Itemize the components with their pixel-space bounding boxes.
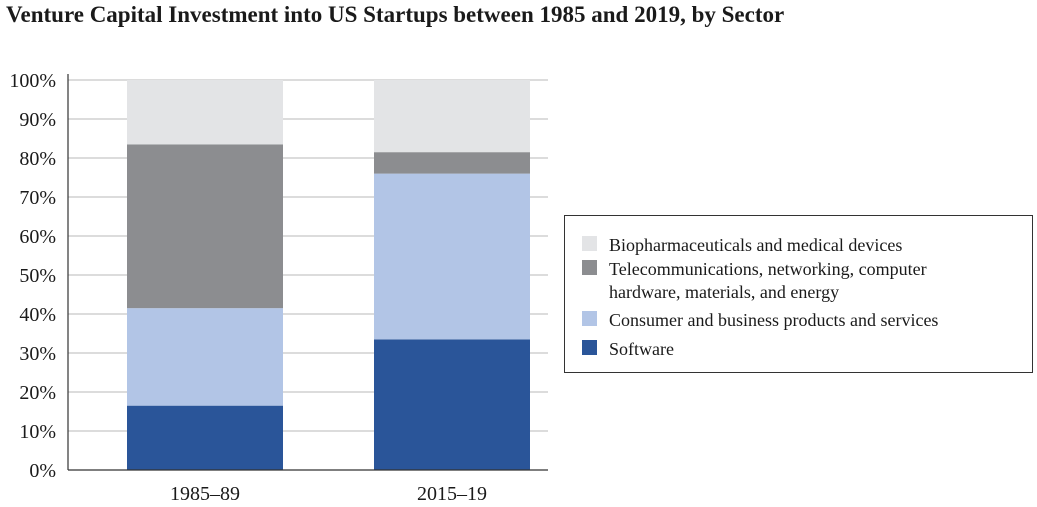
bar-segment (374, 152, 530, 174)
bar-segment (127, 308, 283, 406)
legend-label: Consumer and business products and servi… (609, 310, 938, 330)
axes (67, 74, 548, 471)
bar-segment (127, 144, 283, 309)
y-tick-label: 50% (19, 265, 56, 287)
y-tick-label: 100% (9, 70, 56, 92)
y-tick-label: 30% (19, 343, 56, 365)
bar-segment (374, 173, 530, 340)
y-tick-label: 70% (19, 187, 56, 209)
y-tick-label: 0% (29, 460, 56, 482)
y-tick-labels: 0% 10% 20% 30% 40% 50% 60% 70% 80% 90% 100% (9, 70, 56, 482)
y-tick-label: 40% (19, 304, 56, 326)
bar-segment (127, 80, 283, 145)
legend-box (564, 215, 1033, 373)
x-category-label: 1985–89 (170, 483, 240, 505)
y-tick-label: 80% (19, 148, 56, 170)
bars (127, 80, 530, 470)
bar-segment (374, 339, 530, 470)
bar-segment (127, 405, 283, 470)
legend-swatch (582, 340, 597, 355)
legend-swatch (582, 311, 597, 326)
y-tick-label: 90% (19, 109, 56, 131)
legend-label: Biopharmaceuticals and medical devices (609, 235, 902, 255)
legend-swatch (582, 260, 597, 275)
y-tick-label: 10% (19, 421, 56, 443)
legend-swatch (582, 236, 597, 251)
y-tick-label: 60% (19, 226, 56, 248)
y-tick-label: 20% (19, 382, 56, 404)
legend-label: Software (609, 339, 674, 359)
legend: Biopharmaceuticals and medical devices Te… (564, 215, 1033, 373)
bar-segment (374, 80, 530, 153)
legend-label: Telecommunications, networking, computer… (609, 259, 927, 302)
chart-title: Venture Capital Investment into US Start… (6, 2, 785, 27)
x-category-labels: 1985–89 2015–19 (170, 483, 487, 505)
x-category-label: 2015–19 (417, 483, 487, 505)
